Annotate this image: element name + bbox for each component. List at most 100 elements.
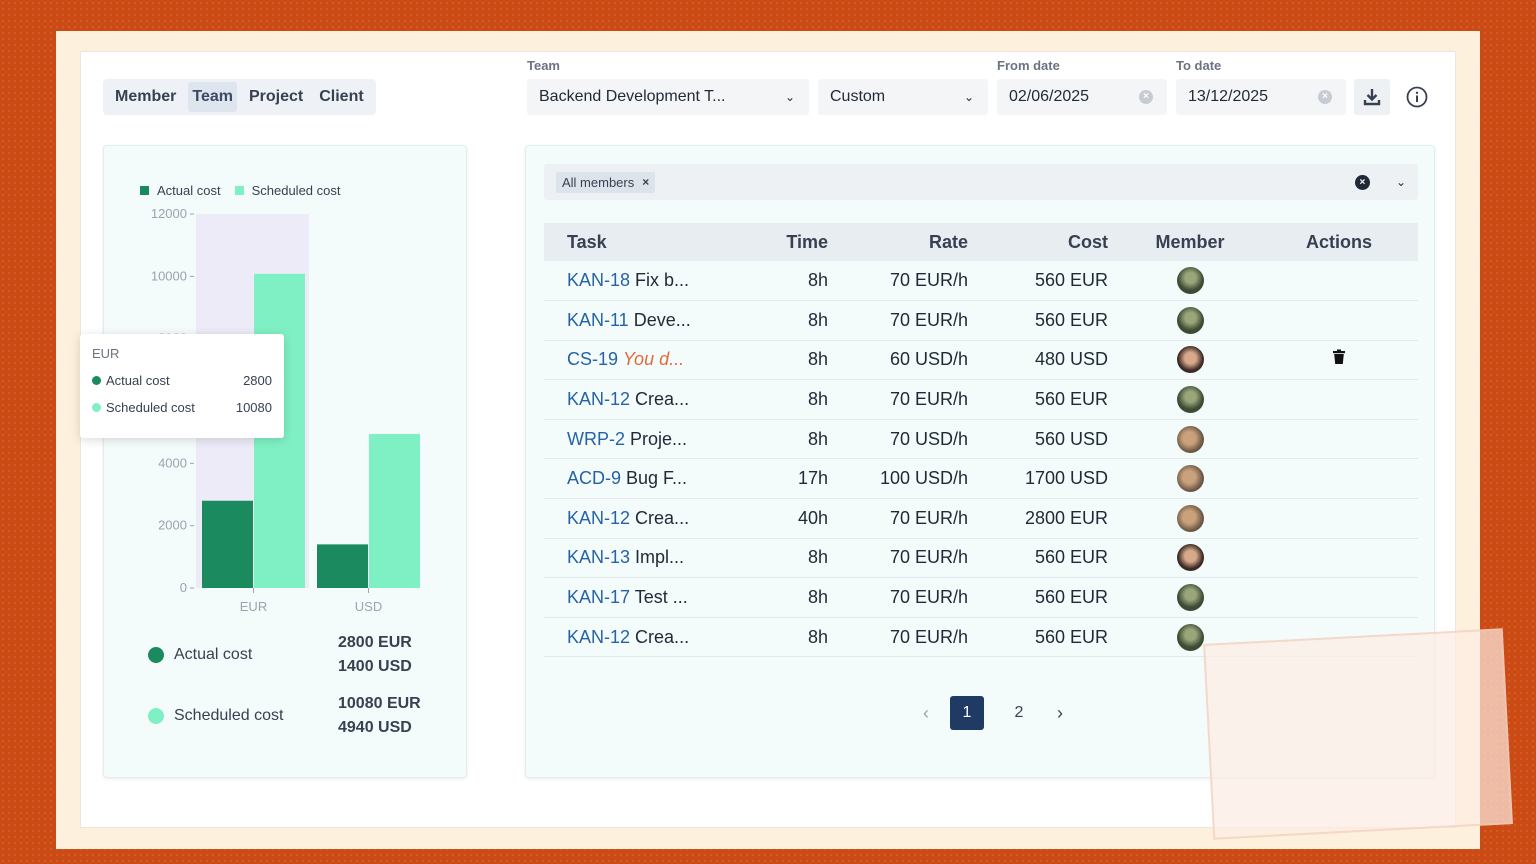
task-cell[interactable]: KAN-12 Crea... [544, 498, 770, 539]
member-cell [1120, 419, 1260, 460]
avatar[interactable] [1176, 267, 1204, 295]
task-key-link[interactable]: KAN-12 [567, 507, 631, 528]
clear-icon[interactable]: × [1318, 90, 1332, 104]
legend-item-actual[interactable]: Actual cost [140, 183, 221, 198]
team-label: Team [527, 58, 560, 73]
trash-icon[interactable] [1332, 349, 1346, 365]
next-page-icon[interactable]: › [1057, 702, 1063, 723]
remove-chip-icon[interactable]: × [642, 175, 650, 189]
task-key-link[interactable]: KAN-12 [567, 389, 631, 410]
from-date-value: 02/06/2025 [1009, 88, 1090, 105]
download-button[interactable] [1354, 79, 1390, 115]
task-cell[interactable]: KAN-12 Crea... [544, 379, 770, 420]
task-key-link[interactable]: KAN-12 [567, 626, 631, 647]
bar-scheduled-usd[interactable] [369, 434, 420, 588]
table-row[interactable]: CS-19 You d... 8h 60 USD/h 480 USD [544, 340, 1418, 381]
filter-chip-all-members[interactable]: All members × [556, 171, 656, 193]
clear-icon[interactable]: × [1139, 90, 1153, 104]
tab-member[interactable]: Member [115, 88, 177, 105]
time-cell: 8h [770, 617, 840, 658]
column-header-cost[interactable]: Cost [1068, 231, 1108, 252]
task-cell[interactable]: KAN-13 Impl... [544, 538, 770, 579]
bar-actual-eur[interactable] [202, 500, 253, 588]
clear-filter-icon[interactable]: × [1354, 174, 1370, 190]
task-cell[interactable]: KAN-12 Crea... [544, 617, 770, 658]
cost-cell: 560 EUR [980, 538, 1120, 579]
actions-cell [1260, 577, 1418, 618]
summary-dot-actual [148, 647, 164, 663]
rate-cell: 60 USD/h [840, 340, 980, 381]
table-row[interactable]: KAN-17 Test ... 8h 70 EUR/h 560 EUR [544, 577, 1418, 618]
member-filter[interactable]: All members × × ⌄ [544, 164, 1418, 200]
info-button[interactable] [1399, 79, 1435, 115]
tab-project[interactable]: Project [248, 88, 304, 105]
cost-cell: 560 EUR [980, 379, 1120, 420]
to-date-input[interactable]: 13/12/2025 × [1176, 79, 1346, 115]
table-row[interactable]: KAN-13 Impl... 8h 70 EUR/h 560 EUR [544, 538, 1418, 579]
tooltip-actual-value: 2800 [243, 373, 272, 388]
y-tick-label: 0 [180, 580, 187, 595]
member-cell [1120, 538, 1260, 579]
task-cell[interactable]: KAN-17 Test ... [544, 577, 770, 618]
table-row[interactable]: KAN-12 Crea... 8h 70 EUR/h 560 EUR [544, 617, 1418, 658]
cost-cell: 1700 USD [980, 458, 1120, 500]
avatar[interactable] [1176, 465, 1204, 493]
avatar[interactable] [1176, 425, 1204, 453]
avatar[interactable] [1176, 544, 1204, 572]
previous-page-icon[interactable]: ‹ [923, 702, 929, 723]
date-range-select[interactable]: Custom ⌄ [818, 79, 988, 115]
bar-actual-usd[interactable] [317, 544, 368, 588]
date-range-value: Custom [830, 88, 886, 105]
page-1-button[interactable]: 1 [950, 696, 984, 730]
task-cell[interactable]: ACD-9 Bug F... [544, 458, 770, 500]
y-tick-label: 4000 [158, 455, 187, 470]
summary-actual-label: Actual cost [174, 646, 253, 663]
page-2-button[interactable]: 2 [1014, 704, 1024, 721]
task-title: Fix b... [635, 270, 690, 291]
table-row[interactable]: KAN-11 Deve... 8h 70 EUR/h 560 EUR [544, 300, 1418, 341]
legend-item-scheduled[interactable]: Scheduled cost [234, 183, 341, 198]
task-key-link[interactable]: KAN-13 [567, 547, 631, 568]
task-key-link[interactable]: KAN-11 [567, 309, 629, 330]
task-cell[interactable]: KAN-11 Deve... [544, 300, 770, 341]
time-cell: 8h [770, 419, 840, 460]
task-key-link[interactable]: KAN-18 [567, 270, 631, 291]
table-row[interactable]: ACD-9 Bug F... 17h 100 USD/h 1700 USD [544, 458, 1418, 500]
avatar[interactable] [1176, 623, 1204, 651]
team-select[interactable]: Backend Development T... ⌄ [527, 79, 809, 115]
tab-team[interactable]: Team [188, 82, 237, 112]
x-tick-label: EUR [240, 599, 267, 614]
column-header-rate[interactable]: Rate [928, 231, 968, 252]
avatar[interactable] [1176, 346, 1204, 374]
task-cell[interactable]: KAN-18 Fix b... [544, 261, 770, 302]
task-key-link[interactable]: KAN-17 [567, 587, 631, 608]
avatar[interactable] [1176, 306, 1204, 334]
table-row[interactable]: KAN-18 Fix b... 8h 70 EUR/h 560 EUR [544, 261, 1418, 302]
to-date-value: 13/12/2025 [1188, 88, 1269, 105]
tab-client[interactable]: Client [319, 88, 364, 105]
avatar[interactable] [1176, 386, 1204, 414]
column-header-task[interactable]: Task [567, 231, 607, 252]
table-row[interactable]: WRP-2 Proje... 8h 70 USD/h 560 USD [544, 419, 1418, 460]
tooltip-row-actual: Actual cost 2800 [92, 367, 272, 394]
legend-swatch-scheduled [234, 186, 244, 195]
y-tick-label: 2000 [158, 518, 187, 533]
column-header-time[interactable]: Time [786, 231, 828, 252]
task-cell[interactable]: CS-19 You d... [544, 340, 770, 381]
chevron-down-icon[interactable]: ⌄ [1395, 175, 1406, 189]
time-cell: 17h [770, 458, 840, 500]
cost-cell: 560 EUR [980, 261, 1120, 302]
task-key-link[interactable]: CS-19 [567, 349, 619, 370]
avatar[interactable] [1176, 504, 1204, 532]
team-select-value: Backend Development T... [539, 88, 726, 105]
task-key-link[interactable]: WRP-2 [567, 428, 625, 449]
table-row[interactable]: KAN-12 Crea... 40h 70 EUR/h 2800 EUR [544, 498, 1418, 539]
actions-cell [1260, 538, 1418, 579]
column-header-member[interactable]: Member [1155, 231, 1225, 252]
avatar[interactable] [1176, 584, 1204, 612]
from-date-input[interactable]: 02/06/2025 × [997, 79, 1167, 115]
table-row[interactable]: KAN-12 Crea... 8h 70 EUR/h 560 EUR [544, 379, 1418, 420]
cost-cell: 2800 EUR [980, 498, 1120, 539]
task-cell[interactable]: WRP-2 Proje... [544, 419, 770, 460]
task-key-link[interactable]: ACD-9 [567, 468, 622, 489]
